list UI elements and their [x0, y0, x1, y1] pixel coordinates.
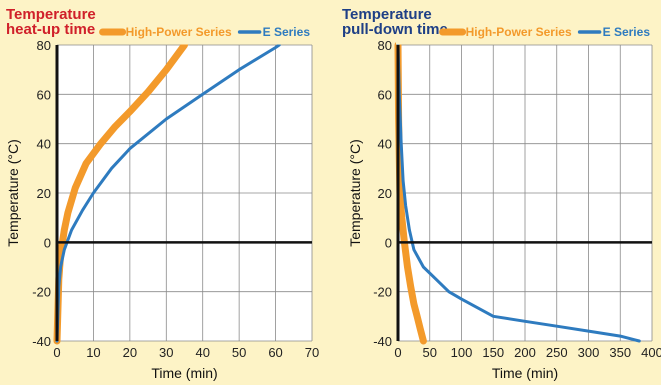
plot-top-mask — [396, 5, 654, 45]
x-tick-label: 150 — [482, 345, 504, 360]
x-axis-label: Time (min) — [492, 365, 558, 381]
y-tick-label: 60 — [37, 87, 51, 102]
x-tick-label: 30 — [159, 345, 173, 360]
x-tick-label: 400 — [641, 345, 661, 360]
x-axis-label: Time (min) — [151, 365, 217, 381]
y-tick-label: -40 — [373, 334, 392, 349]
x-tick-label: 200 — [514, 345, 536, 360]
x-tick-label: 100 — [451, 345, 473, 360]
x-tick-label: 250 — [546, 345, 568, 360]
y-axis-label: Temperature (°C) — [347, 139, 363, 247]
y-tick-label: 80 — [37, 38, 51, 53]
x-tick-label: 20 — [123, 345, 137, 360]
x-tick-label: 50 — [423, 345, 437, 360]
plot-top-mask — [55, 5, 314, 45]
x-tick-label: 300 — [578, 345, 600, 360]
series-line-e-series — [396, 43, 641, 343]
y-tick-label: 40 — [378, 137, 392, 152]
y-tick-label: -40 — [32, 334, 51, 349]
x-tick-label: 40 — [195, 345, 209, 360]
y-tick-label: 20 — [37, 186, 51, 201]
legend-label: E Series — [603, 25, 651, 39]
chart-title: heat-up time — [6, 21, 95, 38]
chart-title: Temperature — [342, 6, 432, 23]
x-tick-label: 60 — [268, 345, 282, 360]
legend-label: E Series — [263, 25, 311, 39]
legend-label: High-Power Series — [126, 25, 232, 39]
series-line-high-power — [53, 41, 188, 345]
series-line-e-series — [55, 43, 281, 343]
y-tick-label: 20 — [378, 186, 392, 201]
x-tick-label: 10 — [86, 345, 100, 360]
x-tick-label: 0 — [394, 345, 401, 360]
x-tick-label: 70 — [305, 345, 319, 360]
y-tick-label: 0 — [44, 235, 51, 250]
y-tick-label: -20 — [373, 285, 392, 300]
chart-title: pull-down time — [342, 21, 448, 38]
x-tick-label: 50 — [232, 345, 246, 360]
legend-label: High-Power Series — [466, 25, 572, 39]
y-tick-label: 60 — [378, 87, 392, 102]
y-axis-label: Temperature (°C) — [5, 139, 21, 247]
x-tick-label: 350 — [609, 345, 631, 360]
y-tick-label: -20 — [32, 285, 51, 300]
y-tick-label: 40 — [37, 137, 51, 152]
y-tick-label: 80 — [378, 38, 392, 53]
x-tick-label: 0 — [53, 345, 60, 360]
y-tick-label: 0 — [385, 235, 392, 250]
pull-down-chart: 0 50 100 150 200 250 300 350 400 -40 -20 0 20 40 60 80 T… — [342, 5, 661, 381]
heat-up-chart: 0 10 20 30 40 50 60 70 -40 -20 0 20 40 60 80 Time (min)… — [5, 5, 319, 381]
chart-title: Temperature — [6, 6, 96, 23]
